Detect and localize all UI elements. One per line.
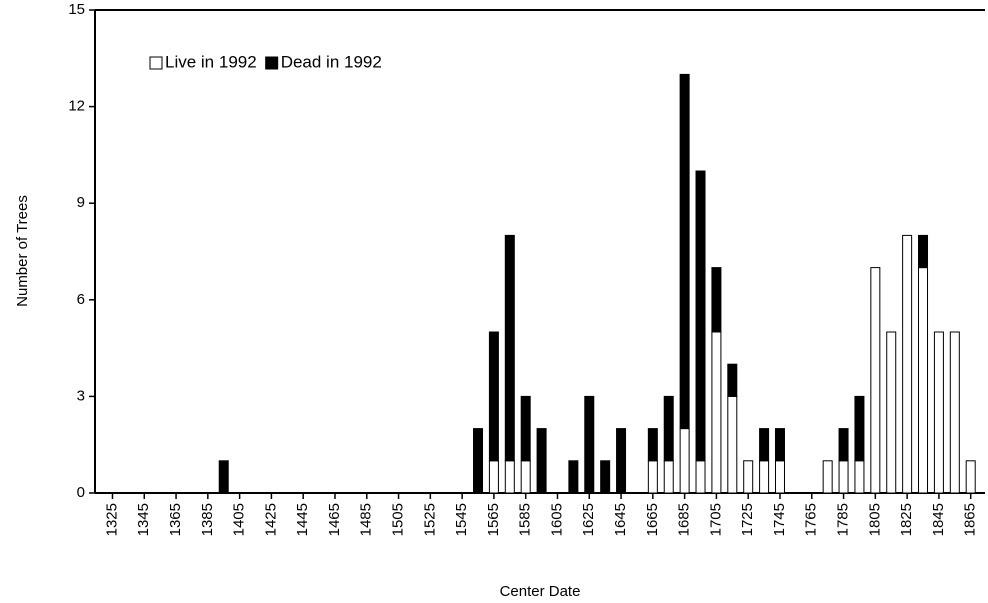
- x-tick-label: 1425: [262, 503, 279, 536]
- bar: [600, 460, 611, 494]
- bar: [520, 395, 531, 462]
- bar: [218, 460, 229, 494]
- bar: [488, 460, 499, 494]
- x-tick-label: 1325: [103, 503, 120, 536]
- bar: [520, 460, 531, 494]
- y-tick-label: 6: [77, 291, 85, 308]
- bar: [711, 331, 722, 494]
- bar: [647, 460, 658, 494]
- bar: [663, 460, 674, 494]
- bar: [488, 331, 499, 462]
- bar: [949, 331, 960, 494]
- bar: [838, 428, 849, 462]
- y-tick-label: 9: [77, 194, 85, 211]
- bar: [854, 460, 865, 494]
- bar: [870, 267, 881, 494]
- bar: [759, 460, 770, 494]
- x-tick-label: 1725: [739, 503, 756, 536]
- x-tick-label: 1465: [326, 503, 343, 536]
- bar: [759, 428, 770, 462]
- bar: [902, 234, 913, 494]
- x-tick-label: 1405: [231, 503, 248, 536]
- bar: [933, 331, 944, 494]
- bar: [886, 331, 897, 494]
- bar: [774, 460, 785, 494]
- x-tick-label: 1865: [962, 503, 979, 536]
- bar: [679, 428, 690, 494]
- bar: [838, 460, 849, 494]
- x-tick-label: 1525: [421, 503, 438, 536]
- x-tick-label: 1345: [135, 503, 152, 536]
- bar: [536, 428, 547, 494]
- x-tick-label: 1765: [803, 503, 820, 536]
- x-tick-label: 1625: [580, 503, 597, 536]
- bar: [663, 395, 674, 462]
- x-tick-label: 1545: [453, 503, 470, 536]
- bar: [679, 73, 690, 430]
- bar: [568, 460, 579, 494]
- bar: [616, 428, 627, 494]
- x-tick-label: 1605: [548, 503, 565, 536]
- bar: [504, 460, 515, 494]
- x-tick-label: 1365: [167, 503, 184, 536]
- bar: [695, 170, 706, 462]
- x-tick-label: 1685: [676, 503, 693, 536]
- y-tick-label: 12: [68, 98, 85, 115]
- x-tick-label: 1385: [199, 503, 216, 536]
- x-axis-label: Center Date: [500, 583, 581, 600]
- x-tick-label: 1805: [866, 503, 883, 536]
- legend-swatch: [149, 56, 163, 70]
- bar: [473, 428, 484, 494]
- bar: [727, 363, 738, 397]
- y-tick-label: 15: [68, 1, 85, 18]
- bar: [504, 234, 515, 462]
- x-tick-label: 1505: [390, 503, 407, 536]
- y-tick-label: 3: [77, 387, 85, 404]
- bar: [854, 395, 865, 462]
- x-tick-label: 1705: [707, 503, 724, 536]
- legend-label: Live in 1992: [165, 52, 257, 71]
- bar: [727, 395, 738, 494]
- x-tick-label: 1745: [771, 503, 788, 536]
- bar: [965, 460, 976, 494]
- x-tick-label: 1445: [294, 503, 311, 536]
- bar: [918, 267, 929, 494]
- legend-label: Dead in 1992: [281, 52, 382, 71]
- bar: [743, 460, 754, 494]
- bar: [647, 428, 658, 462]
- x-tick-label: 1785: [835, 503, 852, 536]
- y-axis-label: Number of Trees: [14, 195, 31, 307]
- bar: [695, 460, 706, 494]
- x-tick-label: 1845: [930, 503, 947, 536]
- bar: [918, 234, 929, 269]
- bar: [774, 428, 785, 462]
- x-tick-label: 1645: [612, 503, 629, 536]
- legend-swatch: [265, 56, 279, 70]
- y-tick-label: 0: [77, 484, 85, 501]
- x-tick-label: 1485: [358, 503, 375, 536]
- x-tick-label: 1585: [517, 503, 534, 536]
- x-tick-label: 1565: [485, 503, 502, 536]
- bar: [822, 460, 833, 494]
- bar: [584, 395, 595, 494]
- bar: [711, 267, 722, 333]
- x-tick-label: 1665: [644, 503, 661, 536]
- x-tick-label: 1825: [898, 503, 915, 536]
